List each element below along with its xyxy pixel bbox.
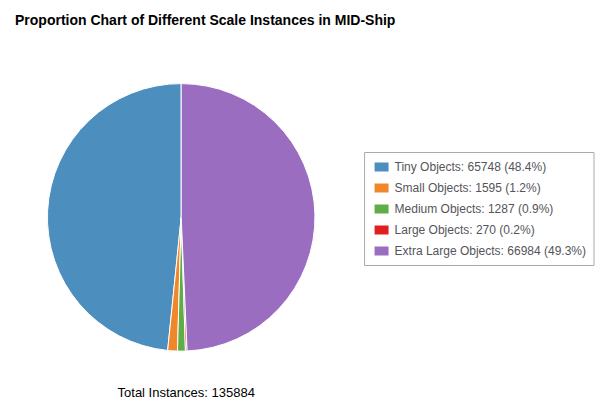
svg-text:Extra Large Objects: 66984 (49: Extra Large Objects: 66984 (49.3%) bbox=[395, 244, 586, 258]
svg-text:Large Objects: 270 (0.2%): Large Objects: 270 (0.2%) bbox=[395, 223, 535, 237]
svg-text:Total Instances: 135884: Total Instances: 135884 bbox=[118, 385, 255, 400]
svg-text:Medium Objects: 1287 (0.9%): Medium Objects: 1287 (0.9%) bbox=[395, 202, 554, 216]
svg-text:Tiny Objects: 65748 (48.4%): Tiny Objects: 65748 (48.4%) bbox=[395, 160, 547, 174]
svg-text:Small Objects: 1595 (1.2%): Small Objects: 1595 (1.2%) bbox=[395, 181, 541, 195]
svg-text:Proportion Chart of Different: Proportion Chart of Different Scale Inst… bbox=[15, 12, 395, 28]
